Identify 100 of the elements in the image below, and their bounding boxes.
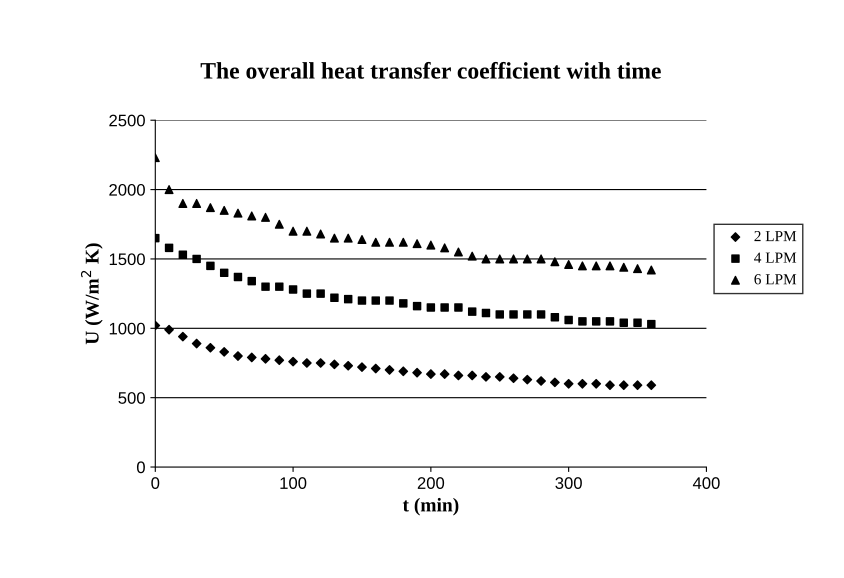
point — [316, 289, 325, 298]
point — [206, 203, 215, 212]
point — [399, 299, 408, 308]
point — [523, 310, 532, 319]
y-tick-label: 1000 — [110, 322, 145, 335]
point — [646, 380, 656, 390]
point — [358, 296, 366, 305]
point — [468, 252, 477, 261]
point — [550, 257, 560, 266]
point — [385, 238, 394, 247]
point — [454, 370, 464, 380]
point — [494, 372, 505, 382]
y-tick-label: 500 — [118, 392, 145, 404]
legend-label: 6 LPM — [754, 274, 796, 284]
point — [618, 380, 629, 390]
point — [330, 294, 339, 302]
point — [426, 240, 436, 250]
point — [233, 208, 242, 218]
point — [564, 378, 574, 389]
point — [316, 229, 326, 238]
x-tick-label: 0 — [151, 477, 160, 489]
point — [398, 238, 408, 247]
point — [178, 198, 188, 208]
point — [330, 360, 340, 370]
point — [454, 248, 463, 257]
point — [578, 317, 587, 326]
point — [578, 261, 587, 270]
point — [522, 254, 532, 264]
point — [550, 378, 560, 388]
point — [426, 369, 436, 379]
point — [440, 243, 450, 252]
point — [164, 324, 174, 335]
point — [632, 380, 642, 390]
point — [606, 317, 614, 326]
point — [164, 185, 174, 194]
point — [206, 262, 215, 270]
point — [647, 320, 656, 328]
point — [467, 370, 478, 380]
point — [592, 261, 601, 270]
point — [412, 368, 422, 378]
point — [192, 198, 202, 208]
point — [164, 244, 174, 252]
point — [206, 342, 216, 353]
point — [302, 289, 312, 298]
point — [591, 378, 602, 389]
point — [330, 234, 339, 243]
x-tick-label: 400 — [692, 477, 720, 489]
point — [302, 226, 312, 236]
point — [564, 260, 574, 269]
point — [384, 365, 394, 375]
point — [426, 303, 436, 312]
point — [178, 250, 188, 260]
point — [398, 366, 408, 376]
point — [536, 376, 546, 386]
point — [288, 356, 298, 366]
point — [261, 212, 270, 222]
point — [550, 312, 560, 322]
point — [220, 206, 229, 215]
point — [496, 310, 504, 319]
point — [357, 362, 367, 372]
point — [454, 303, 463, 312]
x-tick-label: 300 — [555, 477, 582, 489]
y-tick-label: 1500 — [110, 253, 145, 266]
point — [246, 352, 257, 362]
point — [605, 261, 614, 270]
point — [192, 338, 202, 348]
point — [343, 360, 354, 371]
point — [261, 282, 270, 291]
x-tick-label: 200 — [418, 477, 444, 489]
point — [633, 318, 642, 327]
point — [481, 372, 491, 382]
point — [302, 358, 312, 368]
chart-title: The overall heat transfer coefficient with time — [200, 62, 661, 79]
point — [288, 285, 298, 294]
point — [274, 355, 284, 366]
point — [274, 220, 284, 229]
point — [178, 332, 188, 342]
point — [288, 226, 298, 236]
point — [275, 282, 284, 291]
point — [481, 254, 490, 264]
point — [219, 347, 230, 357]
point — [247, 211, 256, 220]
point — [619, 262, 628, 272]
point — [522, 374, 532, 384]
point — [509, 310, 518, 319]
point — [192, 254, 201, 264]
point — [371, 238, 380, 247]
point — [578, 378, 588, 389]
x-tick-label: 100 — [280, 477, 306, 489]
point — [536, 310, 546, 319]
point — [357, 235, 366, 244]
point — [260, 354, 270, 364]
point — [220, 268, 228, 278]
point — [508, 373, 518, 384]
point — [344, 294, 352, 304]
point — [372, 296, 380, 305]
y-axis-title: U (W/m$^{2}$ K) — [80, 243, 103, 344]
point — [564, 316, 573, 324]
point — [536, 254, 546, 264]
point — [468, 307, 476, 316]
